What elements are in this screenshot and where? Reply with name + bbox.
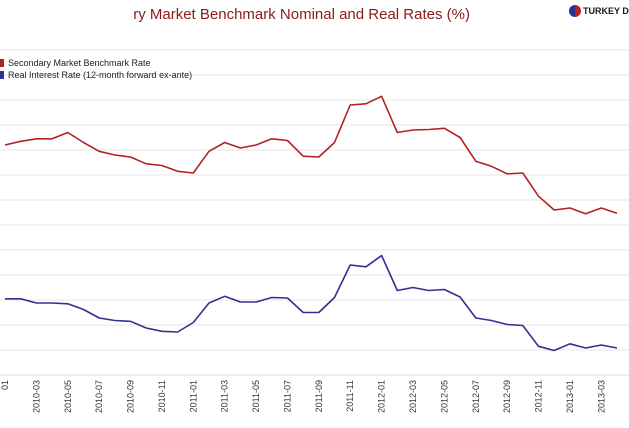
chart-title: ry Market Benchmark Nominal and Real Rat… bbox=[133, 6, 470, 23]
legend-item-nominal: Secondary Market Benchmark Rate bbox=[0, 57, 192, 69]
x-tick-label: 2011-11 bbox=[345, 380, 355, 412]
series-line-nominal bbox=[4, 95, 618, 215]
x-tick-label: 2010-05 bbox=[63, 380, 73, 413]
x-tick-label: 2010-07 bbox=[94, 380, 104, 413]
globe-icon bbox=[569, 5, 581, 17]
series-line-real bbox=[5, 254, 618, 352]
legend-item-real: Real Interest Rate (12-month forward ex-… bbox=[0, 69, 192, 81]
x-tick-label: 2012-09 bbox=[502, 380, 512, 413]
x-tick-label: 2011-09 bbox=[314, 380, 324, 412]
x-tick-label: 2013-03 bbox=[596, 380, 606, 413]
x-tick-label: 2011-01 bbox=[188, 380, 198, 412]
grid-lines bbox=[0, 49, 629, 376]
x-tick-label: 2010-03 bbox=[31, 380, 41, 413]
legend-swatch-nominal bbox=[0, 59, 4, 67]
series-lines bbox=[4, 95, 618, 352]
x-tick-label: 2012-05 bbox=[439, 380, 449, 413]
x-tick-label: 2012-03 bbox=[408, 380, 418, 413]
x-tick-label: 01 bbox=[0, 380, 10, 390]
x-tick-label: 2013-01 bbox=[565, 380, 575, 413]
x-tick-label: 2010-11 bbox=[157, 380, 167, 412]
x-tick-label: 2010-09 bbox=[126, 380, 136, 413]
x-tick-label: 2011-07 bbox=[282, 380, 292, 412]
x-tick-label: 2011-05 bbox=[251, 380, 261, 412]
legend: Secondary Market Benchmark Rate Real Int… bbox=[0, 57, 192, 81]
x-axis-tick-labels: 01 2010-03 2010-05 2010-07 2010-09 2010-11 201… bbox=[0, 380, 606, 413]
x-tick-label: 2012-01 bbox=[377, 380, 387, 413]
x-tick-label: 2012-11 bbox=[534, 380, 544, 412]
x-tick-label: 2011-03 bbox=[220, 380, 230, 412]
x-tick-label: 2012-07 bbox=[471, 380, 481, 413]
legend-swatch-real bbox=[0, 71, 4, 79]
turkey-data-logo: TURKEY DATA bbox=[567, 4, 629, 20]
